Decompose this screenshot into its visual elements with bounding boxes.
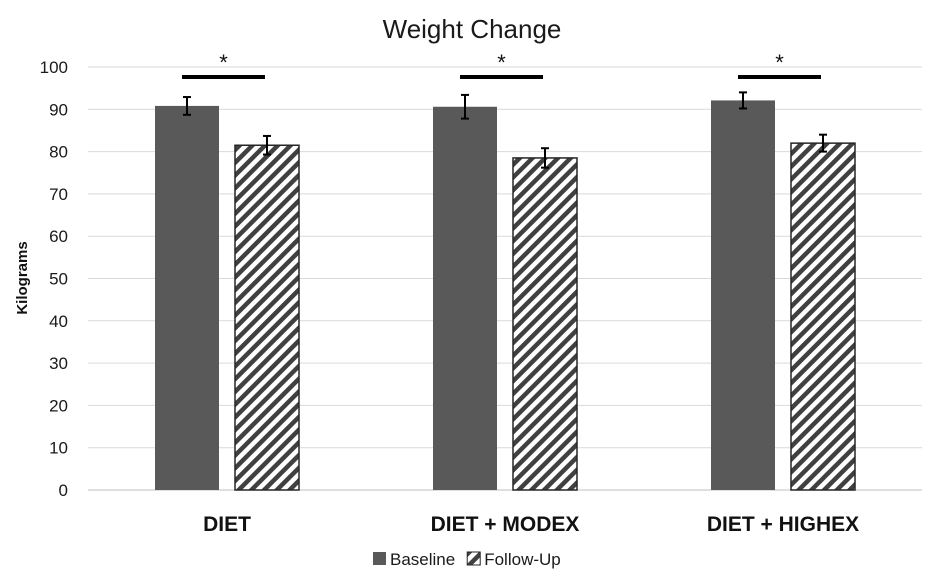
y-tick-label: 100 bbox=[40, 58, 68, 77]
legend-label-baseline: Baseline bbox=[390, 550, 455, 569]
significance-asterisk: * bbox=[219, 50, 228, 75]
y-tick-label: 0 bbox=[59, 481, 68, 500]
bar-follow-up-0 bbox=[234, 144, 300, 491]
significance-asterisk: * bbox=[497, 50, 506, 75]
error-bar bbox=[541, 147, 549, 169]
chart-title: Weight Change bbox=[383, 14, 562, 44]
y-tick-label: 40 bbox=[49, 312, 68, 331]
bar-baseline-0 bbox=[155, 105, 219, 490]
y-tick-label: 10 bbox=[49, 439, 68, 458]
error-bar bbox=[461, 93, 469, 120]
error-bar bbox=[739, 91, 747, 110]
bar-baseline-2 bbox=[711, 100, 775, 491]
y-tick-label: 20 bbox=[49, 396, 68, 415]
y-tick-label: 90 bbox=[49, 100, 68, 119]
y-tick-label: 30 bbox=[49, 354, 68, 373]
error-bar bbox=[819, 133, 827, 153]
legend-label-follow-up: Follow-Up bbox=[484, 550, 561, 569]
y-axis-ticks: 0 10 20 30 40 50 60 70 80 90 100 bbox=[40, 58, 68, 500]
bar-follow-up-2 bbox=[790, 142, 856, 491]
legend-swatch-follow-up bbox=[466, 551, 481, 566]
gridlines bbox=[88, 66, 922, 491]
y-tick-label: 50 bbox=[49, 270, 68, 289]
legend-swatch-baseline bbox=[373, 552, 386, 565]
bar-baseline-1 bbox=[433, 106, 497, 491]
bar-follow-up-1 bbox=[512, 157, 578, 491]
y-tick-label: 80 bbox=[49, 143, 68, 162]
significance-asterisk: * bbox=[775, 50, 784, 75]
x-category-label: DIET + MODEX bbox=[431, 513, 580, 536]
significance-markers: * * * bbox=[182, 50, 821, 79]
error-bar bbox=[263, 134, 271, 156]
y-tick-label: 60 bbox=[49, 227, 68, 246]
error-bar bbox=[183, 96, 191, 116]
bar-group bbox=[155, 100, 856, 491]
x-category-label: DIET + HIGHEX bbox=[707, 513, 859, 536]
x-category-label: DIET bbox=[203, 513, 251, 536]
category-labels: DIET DIET + MODEX DIET + HIGHEX bbox=[203, 513, 859, 536]
y-tick-label: 70 bbox=[49, 185, 68, 204]
y-axis-label: Kilograms bbox=[14, 241, 31, 314]
legend: Baseline Follow-Up bbox=[373, 550, 561, 569]
error-bars bbox=[183, 91, 827, 169]
